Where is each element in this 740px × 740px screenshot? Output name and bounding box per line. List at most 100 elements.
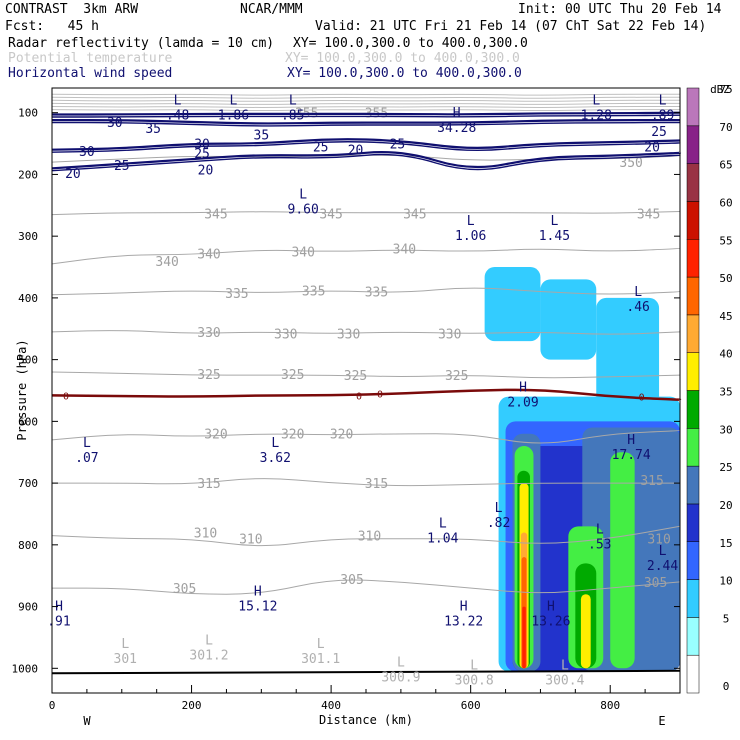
extremum-type-13: H bbox=[627, 433, 635, 448]
colorbar-swatch-35 bbox=[686, 390, 700, 429]
extremum-type-2: L bbox=[289, 94, 297, 109]
theta-label-26: 315 bbox=[365, 477, 388, 492]
colorbar-swatch-5 bbox=[686, 617, 700, 656]
extremum-value-0: .48 bbox=[166, 109, 189, 124]
colorbar-swatch-25 bbox=[686, 465, 700, 505]
extremum-type-7: L bbox=[467, 214, 475, 229]
colorbar-swatch-0 bbox=[686, 654, 700, 694]
y-tick-label-700: 700 bbox=[18, 477, 38, 490]
extremum-type-3: L bbox=[592, 94, 600, 109]
theta-label-12: 335 bbox=[302, 284, 325, 299]
colorbar-swatch-70 bbox=[686, 125, 700, 164]
wind-contour-inner-30-1 bbox=[52, 121, 680, 127]
east-label: E bbox=[658, 714, 665, 728]
y-tick-label-300: 300 bbox=[18, 230, 38, 243]
theta-label-4: 345 bbox=[319, 207, 342, 222]
field-reflectivity-xy: XY= 100.0,300.0 to 400.0,300.0 bbox=[293, 36, 528, 51]
theta-contour-345 bbox=[51, 211, 681, 216]
wind-contour-inner-25-2 bbox=[51, 141, 681, 153]
theta-label-5: 345 bbox=[403, 207, 426, 222]
wind-label-5: 30 bbox=[194, 138, 210, 153]
west-label: W bbox=[83, 714, 91, 728]
theta-label-25: 315 bbox=[197, 477, 220, 492]
y-tick-label-600: 600 bbox=[18, 415, 38, 428]
wind-label-1: 35 bbox=[145, 122, 161, 137]
y-tick-label-400: 400 bbox=[18, 292, 38, 305]
colorbar-label-0: 0 bbox=[723, 680, 730, 693]
colorbar-label-50: 50 bbox=[719, 272, 732, 285]
x-tick-label-200: 200 bbox=[182, 699, 202, 712]
x-tick-label-800: 800 bbox=[600, 699, 620, 712]
field-theta-label: Potential temperature bbox=[8, 51, 173, 66]
extremum-type-27: L bbox=[561, 658, 569, 673]
theta-stratosphere-line-5 bbox=[51, 109, 680, 111]
theta-contour-310 bbox=[51, 525, 681, 547]
x-tick-label-400: 400 bbox=[321, 699, 341, 712]
colorbar-swatch-55 bbox=[686, 239, 700, 278]
wind-label-11: 25 bbox=[390, 138, 406, 153]
extremum-type-10: H bbox=[519, 381, 527, 396]
extremum-type-14: L bbox=[495, 501, 503, 516]
theta-label-22: 320 bbox=[204, 428, 227, 443]
extremum-value-8: 1.45 bbox=[539, 229, 570, 244]
wind-label-6: 25 bbox=[194, 147, 210, 162]
field-reflectivity-label: Radar reflectivity (lamda = 10 cm) bbox=[8, 36, 275, 51]
theta-label-16: 330 bbox=[337, 328, 360, 343]
theta-label-15: 330 bbox=[274, 328, 297, 343]
extremum-value-20: 13.22 bbox=[444, 615, 483, 630]
wind-contour-30 bbox=[52, 119, 680, 125]
theta-label-30: 310 bbox=[358, 530, 381, 545]
theta-label-13: 335 bbox=[365, 286, 388, 301]
y-tick-label-500: 500 bbox=[18, 354, 38, 367]
extremum-type-25: L bbox=[397, 655, 405, 670]
reflectivity-layer bbox=[484, 267, 680, 672]
wind-label-8: 35 bbox=[254, 128, 270, 143]
extremum-type-9: L bbox=[634, 285, 642, 300]
colorbar-label-35: 35 bbox=[719, 386, 732, 399]
extremum-value-5: 34.28 bbox=[437, 121, 476, 136]
colorbar-swatch-20 bbox=[686, 503, 700, 542]
colorbar-label-75: 75 bbox=[719, 83, 732, 96]
extremum-type-16: L bbox=[596, 523, 604, 538]
extremum-value-14: .82 bbox=[487, 516, 510, 531]
extremum-type-17: L bbox=[659, 544, 667, 559]
freezing-level-label-1: 0 bbox=[356, 391, 362, 402]
colorbar-unit: dBZ bbox=[710, 83, 730, 96]
theta-label-11: 335 bbox=[225, 287, 248, 302]
theta-contour-325 bbox=[51, 371, 681, 379]
wind-contour-inner-35-0 bbox=[52, 114, 681, 118]
colorbar-swatch-15 bbox=[686, 541, 700, 580]
freezing-level-label-2: 0 bbox=[377, 390, 383, 401]
extremum-type-8: L bbox=[550, 214, 558, 229]
extremum-value-7: 1.06 bbox=[455, 229, 486, 244]
wind-contour-20 bbox=[51, 151, 682, 170]
theta-stratosphere-line-0 bbox=[51, 93, 680, 96]
y-tick-label-900: 900 bbox=[18, 601, 38, 614]
colorbar-label-5: 5 bbox=[723, 612, 730, 625]
extremum-value-3: 1.28 bbox=[581, 109, 612, 124]
theta-label-31: 310 bbox=[647, 533, 670, 548]
theta-label-2: 350 bbox=[619, 156, 642, 171]
extremum-value-26: 300.8 bbox=[455, 673, 494, 688]
y-tick-label-800: 800 bbox=[18, 539, 38, 552]
wind-contour-inner-20-3 bbox=[51, 153, 681, 172]
theta-label-14: 330 bbox=[197, 326, 220, 341]
extremum-value-23: 301.2 bbox=[189, 649, 228, 664]
theta-label-32: 305 bbox=[173, 582, 196, 597]
extremum-value-18: 15.12 bbox=[238, 599, 277, 614]
theta-label-7: 340 bbox=[155, 255, 178, 270]
freezing-level-line bbox=[51, 388, 682, 402]
extremum-type-12: L bbox=[271, 436, 279, 451]
reflectivity-cell-30dbz-10 bbox=[610, 452, 635, 669]
freezing-level-layer: 0 0 0 0 bbox=[51, 388, 682, 675]
theta-stratosphere-line-3 bbox=[51, 102, 680, 105]
org-label: NCAR/MMM bbox=[240, 2, 303, 17]
model-title: CONTRAST 3km ARW bbox=[5, 2, 139, 17]
field-theta-xy: XY= 100.0,300.0 to 400.0,300.0 bbox=[285, 51, 520, 66]
extremum-value-11: .07 bbox=[75, 451, 98, 466]
wind-label-13: 25 bbox=[651, 125, 667, 140]
extremum-value-2: .85 bbox=[281, 109, 304, 124]
colorbar-swatch-10 bbox=[686, 579, 700, 618]
